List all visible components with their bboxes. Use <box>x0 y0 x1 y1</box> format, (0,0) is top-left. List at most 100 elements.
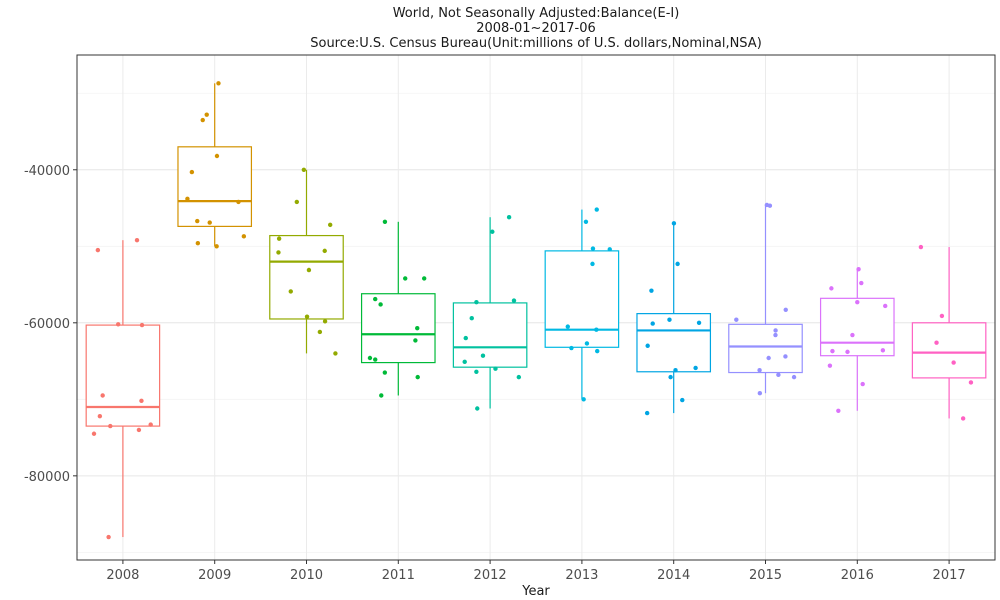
data-point <box>668 374 673 380</box>
data-point <box>968 380 974 385</box>
data-point <box>880 348 886 353</box>
box-2015 <box>728 204 803 394</box>
data-point <box>667 317 672 322</box>
data-point <box>474 369 479 374</box>
data-point <box>671 221 677 226</box>
data-point <box>241 234 247 239</box>
data-point <box>379 393 384 398</box>
box-body <box>360 293 436 364</box>
box-body <box>544 250 620 348</box>
data-point <box>288 289 293 294</box>
box-2010 <box>269 169 344 354</box>
data-point <box>649 288 654 293</box>
data-point <box>413 338 418 343</box>
data-point <box>516 374 522 380</box>
data-point <box>939 313 945 319</box>
data-point <box>934 340 939 345</box>
data-point <box>590 261 595 267</box>
x-tick-label: 2010 <box>290 568 323 583</box>
data-point <box>506 215 512 220</box>
data-point <box>462 359 467 365</box>
x-tick-label: 2012 <box>474 568 507 583</box>
box-2013 <box>544 209 620 400</box>
box-2008 <box>85 240 161 538</box>
data-point <box>421 276 427 281</box>
chart-title-line-2: 2008-01~2017-06 <box>476 21 596 36</box>
data-point <box>306 267 312 273</box>
data-point <box>783 307 788 312</box>
data-point <box>317 329 323 335</box>
data-point <box>189 169 195 175</box>
data-point <box>645 343 650 348</box>
data-point <box>773 328 778 333</box>
data-point <box>301 167 307 172</box>
data-point <box>783 354 788 359</box>
data-point <box>100 393 105 398</box>
data-point <box>214 153 220 159</box>
plot-panel-border <box>76 54 996 561</box>
data-point <box>469 316 474 321</box>
x-tick-label: 2016 <box>841 568 874 583</box>
data-point <box>565 324 570 329</box>
box-2016 <box>819 269 895 411</box>
box-body <box>269 234 344 320</box>
data-point <box>830 348 835 354</box>
data-point <box>594 327 599 332</box>
data-point <box>693 365 698 371</box>
data-point <box>216 81 221 86</box>
data-point <box>766 355 771 361</box>
data-point <box>827 363 833 368</box>
data-point <box>490 229 495 234</box>
box-body <box>728 323 803 374</box>
data-point <box>767 203 773 208</box>
data-point <box>333 351 338 356</box>
data-point <box>734 317 739 322</box>
data-point <box>134 237 140 243</box>
chart-title: World, Not Seasonally Adjusted:Balance(E… <box>310 6 762 51</box>
data-point <box>322 248 327 254</box>
data-point <box>773 332 778 338</box>
data-point <box>776 372 781 378</box>
data-point <box>845 349 850 355</box>
data-point <box>115 322 121 327</box>
data-point <box>644 410 650 416</box>
data-point <box>883 303 888 309</box>
data-point <box>382 219 388 225</box>
data-point <box>673 368 678 373</box>
data-point <box>378 302 383 307</box>
data-point <box>595 348 600 354</box>
data-point <box>584 341 590 346</box>
data-point <box>195 218 200 224</box>
data-point <box>850 332 855 338</box>
y-tick-label: -40000 <box>24 164 70 179</box>
data-point <box>493 366 498 371</box>
box-2012 <box>452 217 528 409</box>
data-point <box>581 397 586 402</box>
data-point <box>276 250 281 255</box>
x-axis: 2008 2009 2010 2011 2012 2013 2014 2015 2016 2017 <box>106 560 966 583</box>
x-tick-label: 2017 <box>933 568 966 583</box>
data-point <box>463 335 468 341</box>
data-point <box>757 368 762 373</box>
data-point <box>960 416 966 421</box>
data-point <box>95 247 101 253</box>
box-body <box>819 297 895 357</box>
data-point <box>680 397 685 403</box>
data-point <box>204 112 209 117</box>
data-point <box>415 374 420 380</box>
data-point <box>91 431 97 436</box>
y-tick-label: -60000 <box>24 317 70 332</box>
data-point <box>918 244 924 250</box>
data-point <box>148 422 153 427</box>
data-point <box>367 355 373 361</box>
data-point <box>139 398 144 404</box>
x-tick-label: 2013 <box>565 568 598 583</box>
data-point <box>214 244 219 249</box>
box-body <box>85 324 161 427</box>
x-tick-label: 2014 <box>657 568 690 583</box>
data-point <box>207 220 212 225</box>
x-tick-label: 2008 <box>106 568 139 583</box>
data-point <box>327 222 333 228</box>
chart-title-line-3: Source:U.S. Census Bureau(Unit:millions … <box>310 36 762 51</box>
